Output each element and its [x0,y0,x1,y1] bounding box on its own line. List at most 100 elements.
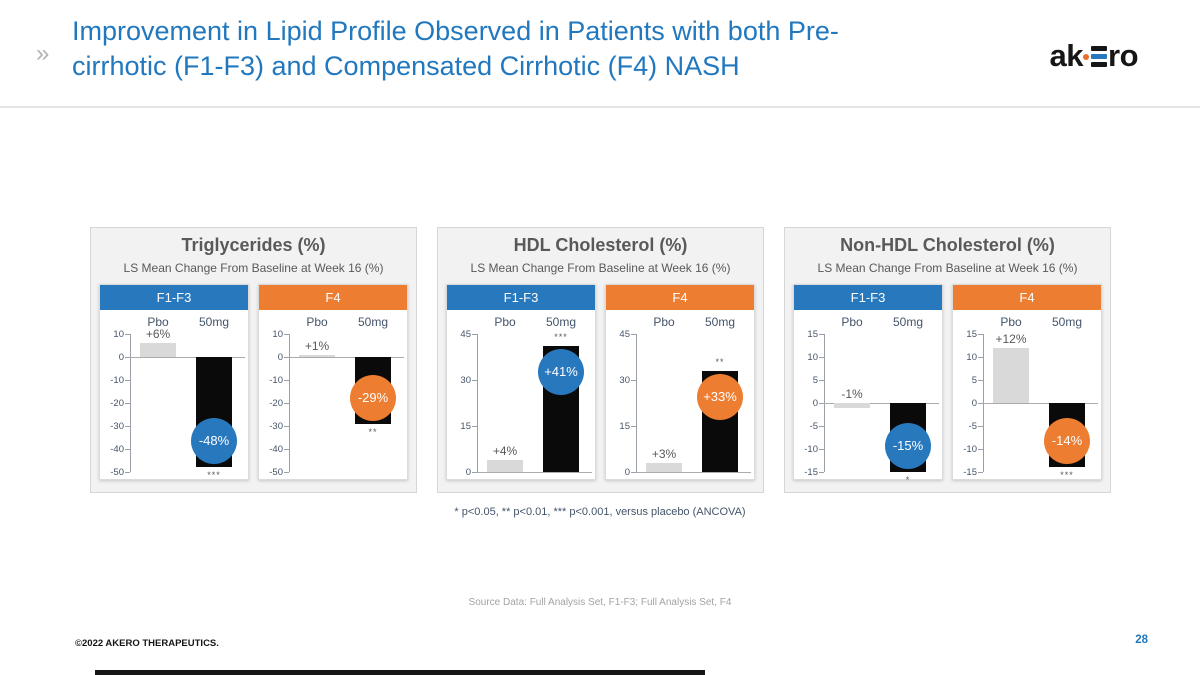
y-tick-label: 0 [465,467,471,478]
y-tick-mark [125,403,130,404]
y-tick-mark [819,334,824,335]
y-tick-label: -30 [110,421,124,432]
subchart-f4: F4 Pbo 50mg 15 10 5 0 -5 -10 -15 +12% -14% *** [952,284,1102,480]
group-header: F4 [953,285,1101,310]
y-tick-label: -10 [804,444,818,455]
column-label-pbo: Pbo [147,315,169,329]
logo-text-prefix: ak [1049,38,1084,73]
significance-stars: * [905,475,911,485]
y-tick-mark [125,380,130,381]
zero-baseline [130,357,245,358]
y-tick-label: 10 [113,329,124,340]
subchart-row: F1-F3 Pbo 50mg 45 30 15 0 +4% +41% *** F4 Pbo 50mg 45… [438,284,763,480]
chevron-icon: » [36,40,50,67]
y-tick-mark [284,426,289,427]
zero-baseline [477,472,592,473]
column-labels: Pbo 50mg [259,310,407,334]
y-tick-label: -50 [269,467,283,478]
plot-area: 45 30 15 0 +3% +33% ** [606,329,754,478]
pbo-value-label: +4% [492,443,518,458]
column-label-50mg: 50mg [704,315,736,329]
dose-value-circle: +41% [538,349,584,396]
y-tick-label: 0 [812,398,818,409]
significance-stars: *** [554,332,568,343]
significance-stars: ** [368,426,378,437]
y-tick-label: 0 [118,352,124,363]
y-tick-mark [284,334,289,335]
y-tick-label: -30 [269,421,283,432]
y-tick-mark [631,426,636,427]
chart-panel: HDL Cholesterol (%) LS Mean Change From B… [437,227,764,493]
y-tick-label: -40 [269,444,283,455]
y-tick-mark [978,357,983,358]
subchart-f1-f3: F1-F3 Pbo 50mg 15 10 5 0 -5 -10 -15 -1% -15% * [793,284,943,485]
y-tick-mark [978,426,983,427]
subchart-f1-f3: F1-F3 Pbo 50mg 10 0 -10 -20 -30 -40 -50 +6% -48% *** [99,284,249,480]
group-header: F1-F3 [447,285,595,310]
page-title: Improvement in Lipid Profile Observed in… [72,14,992,84]
y-tick-mark [819,472,824,473]
plot-area: 15 10 5 0 -5 -10 -15 -1% -15% * [794,329,942,485]
chart-title: Triglycerides (%) [181,235,326,255]
y-tick-label: -40 [110,444,124,455]
group-header: F4 [259,285,407,310]
y-tick-mark [284,449,289,450]
dose-value-circle: -14% [1044,418,1090,465]
y-tick-label: -10 [269,375,283,386]
y-tick-label: 0 [624,467,630,478]
y-tick-mark [819,357,824,358]
plot-area: 15 10 5 0 -5 -10 -15 +12% -14% *** [953,329,1101,480]
y-tick-mark [819,449,824,450]
y-tick-mark [819,426,824,427]
column-labels: Pbo 50mg [606,310,754,334]
column-label-50mg: 50mg [357,315,389,329]
y-tick-label: 10 [966,352,977,363]
subchart-f4: F4 Pbo 50mg 10 0 -10 -20 -30 -40 -50 +1% -29% ** [258,284,408,480]
plot-area: 10 0 -10 -20 -30 -40 -50 +6% -48% *** [100,327,248,480]
column-label-pbo: Pbo [306,315,328,329]
pbo-bar [834,403,870,408]
dose-value-circle: -15% [885,423,931,469]
column-labels: Pbo 50mg [953,310,1101,334]
chart-subtitle: LS Mean Change From Baseline at Week 16 … [817,261,1078,275]
y-tick-mark [472,334,477,335]
y-tick-mark [978,449,983,450]
y-tick-label: 30 [619,375,630,386]
zero-baseline [289,357,404,358]
chart-title: HDL Cholesterol (%) [513,235,688,255]
y-tick-mark [472,380,477,381]
pbo-bar [299,354,335,357]
chart-panel: Non-HDL Cholesterol (%) LS Mean Change Fr… [784,227,1111,493]
dose-value-circle: -29% [350,374,396,421]
y-tick-label: 15 [807,329,818,340]
progress-bar [95,670,705,675]
column-label-50mg: 50mg [198,315,230,329]
y-tick-label: -15 [804,467,818,478]
y-axis-line [130,334,131,472]
subchart-row: F1-F3 Pbo 50mg 10 0 -10 -20 -30 -40 -50 +6% -48% ***… [91,284,416,480]
pbo-value-label: +1% [304,338,330,353]
y-tick-mark [125,334,130,335]
dose-value-circle: +33% [697,373,743,420]
y-tick-label: -20 [269,398,283,409]
chart-title: Non-HDL Cholesterol (%) [840,235,1055,255]
y-tick-label: 0 [971,398,977,409]
column-label-pbo: Pbo [841,315,863,329]
y-tick-label: 30 [460,375,471,386]
y-tick-label: 5 [812,375,818,386]
column-label-pbo: Pbo [1000,315,1022,329]
column-label-pbo: Pbo [494,315,516,329]
y-tick-label: 15 [619,421,630,432]
source-data-note: Source Data: Full Analysis Set, F1-F3; F… [468,597,732,608]
significance-stars: *** [1060,470,1074,481]
pbo-value-label: +3% [651,446,677,461]
y-tick-label: -10 [110,375,124,386]
y-tick-label: 5 [971,375,977,386]
pbo-bar [993,347,1029,403]
y-tick-mark [125,449,130,450]
pbo-bar [646,462,682,472]
y-tick-label: 45 [460,329,471,340]
y-tick-mark [284,403,289,404]
column-label-50mg: 50mg [1051,315,1083,329]
group-header: F1-F3 [794,285,942,310]
